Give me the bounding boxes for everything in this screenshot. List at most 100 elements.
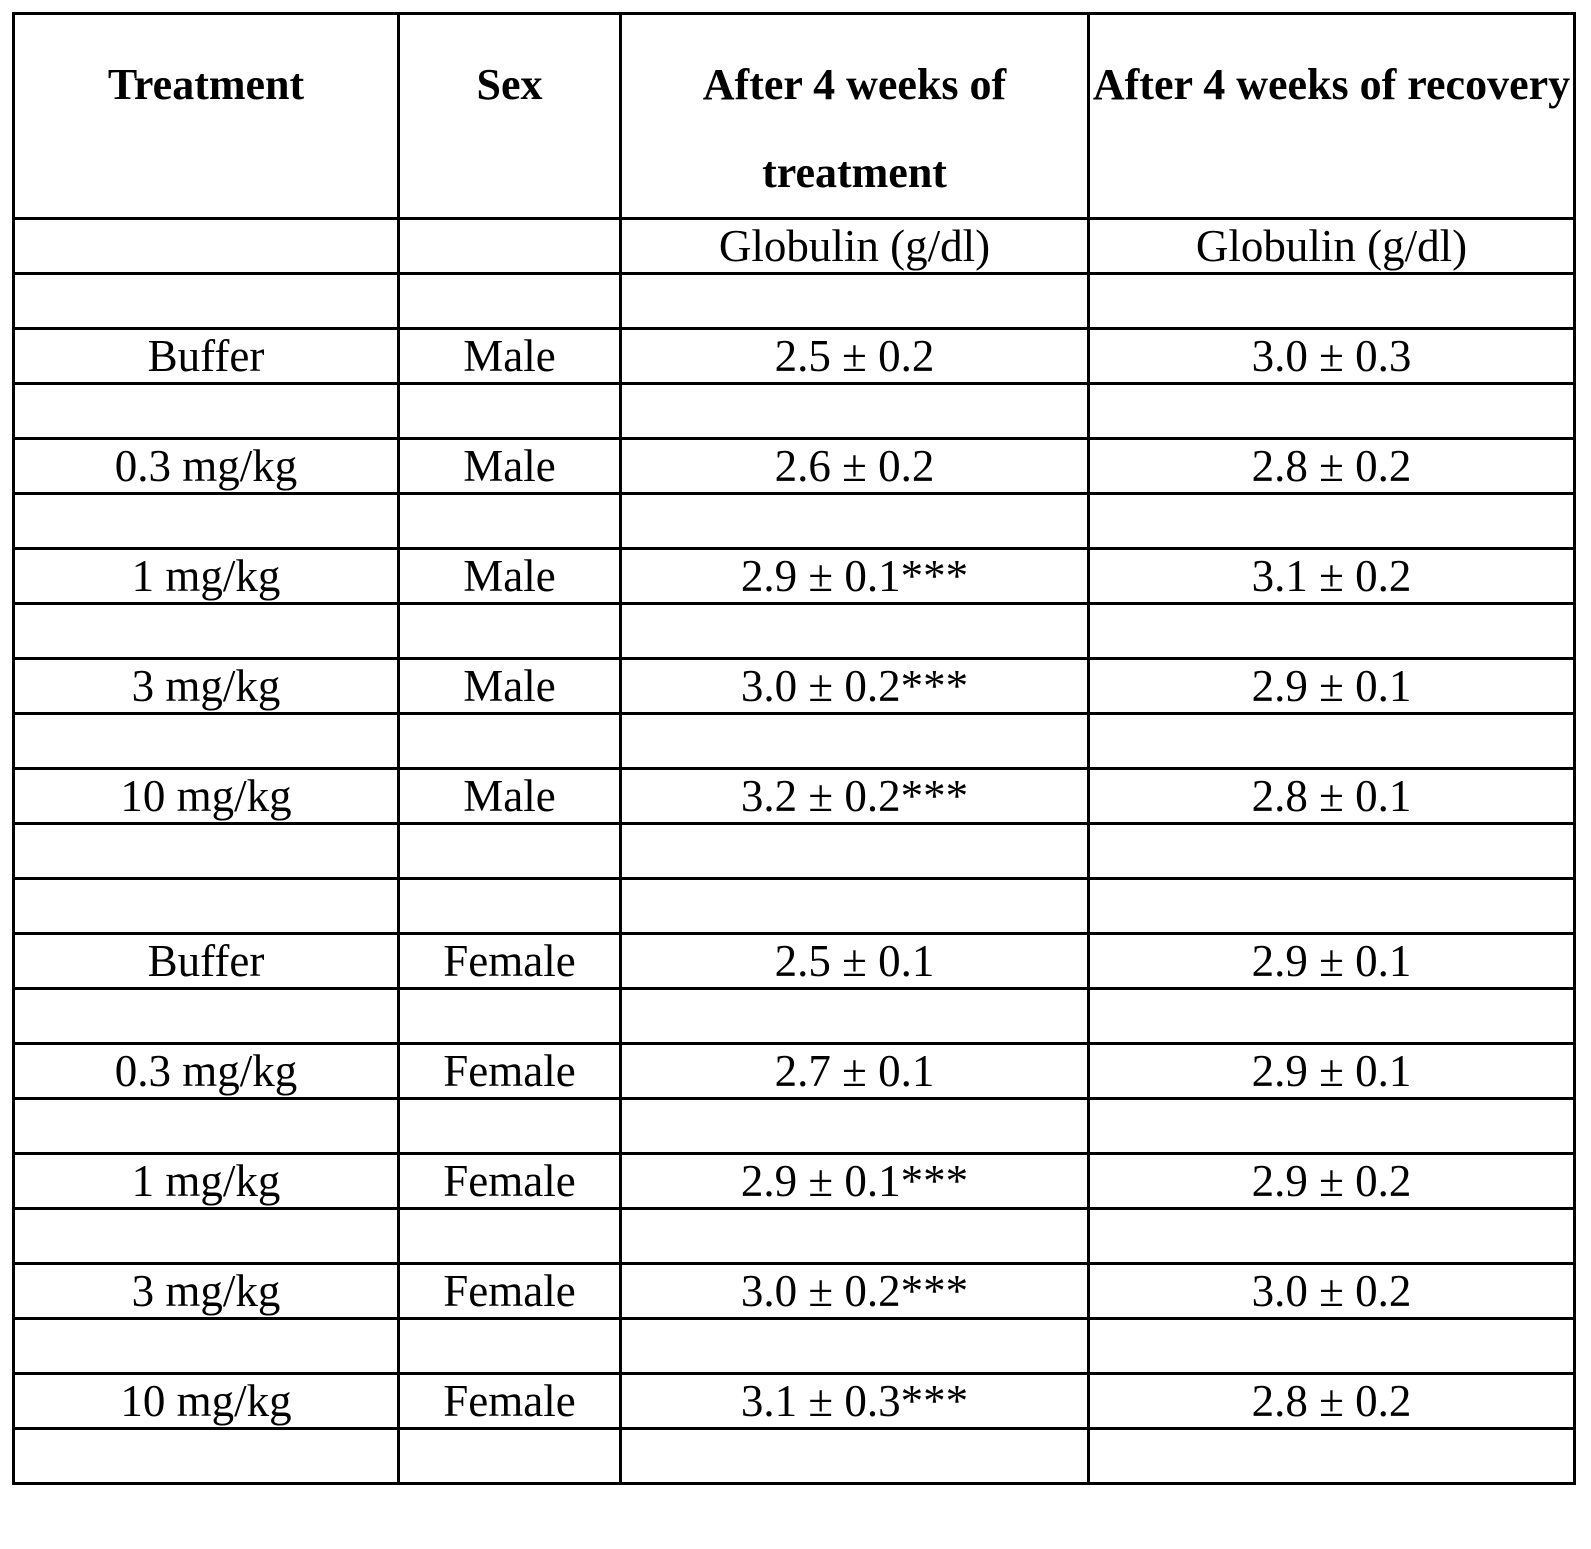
empty-cell — [399, 1429, 621, 1484]
empty-cell — [621, 604, 1089, 659]
empty-cell — [1089, 714, 1575, 769]
sex-cell: Male — [399, 329, 621, 384]
treatment-cell: Buffer — [14, 329, 399, 384]
empty-cell — [399, 1209, 621, 1264]
empty-cell — [14, 1209, 399, 1264]
empty-cell — [1089, 604, 1575, 659]
empty-cell — [621, 824, 1089, 879]
treatment-value-cell: 2.5 ± 0.2 — [621, 329, 1089, 384]
empty-cell — [1089, 1319, 1575, 1374]
spacer-row — [14, 384, 1575, 439]
table-row: BufferFemale2.5 ± 0.12.9 ± 0.1 — [14, 934, 1575, 989]
recovery-value-cell: 2.9 ± 0.1 — [1089, 659, 1575, 714]
spacer-row — [14, 1429, 1575, 1484]
spacer-row — [14, 879, 1575, 934]
treatment-cell: 10 mg/kg — [14, 1374, 399, 1429]
sex-cell: Female — [399, 1154, 621, 1209]
spacer-row — [14, 1209, 1575, 1264]
sex-cell: Female — [399, 1044, 621, 1099]
sex-cell: Male — [399, 659, 621, 714]
spacer-row — [14, 274, 1575, 329]
empty-cell — [14, 1319, 399, 1374]
empty-cell — [621, 1209, 1089, 1264]
empty-cell — [1089, 1209, 1575, 1264]
treatment-value-cell: 2.6 ± 0.2 — [621, 439, 1089, 494]
empty-cell — [399, 824, 621, 879]
empty-cell — [621, 714, 1089, 769]
units-cell: Globulin (g/dl) — [621, 219, 1089, 274]
treatment-value-cell: 3.0 ± 0.2*** — [621, 659, 1089, 714]
empty-cell — [1089, 824, 1575, 879]
sex-cell: Female — [399, 1264, 621, 1319]
units-cell — [14, 219, 399, 274]
empty-cell — [621, 274, 1089, 329]
recovery-value-cell: 2.8 ± 0.2 — [1089, 1374, 1575, 1429]
table-row: BufferMale2.5 ± 0.23.0 ± 0.3 — [14, 329, 1575, 384]
empty-cell — [14, 604, 399, 659]
empty-cell — [621, 1319, 1089, 1374]
treatment-value-cell: 2.7 ± 0.1 — [621, 1044, 1089, 1099]
empty-cell — [399, 384, 621, 439]
sex-cell: Male — [399, 549, 621, 604]
header-sex: Sex — [399, 14, 621, 219]
header-after-treatment: After 4 weeks of treatment — [621, 14, 1089, 219]
spacer-row — [14, 824, 1575, 879]
sex-cell: Male — [399, 769, 621, 824]
empty-cell — [14, 879, 399, 934]
treatment-cell: 0.3 mg/kg — [14, 1044, 399, 1099]
empty-cell — [14, 384, 399, 439]
recovery-value-cell: 3.0 ± 0.2 — [1089, 1264, 1575, 1319]
treatment-value-cell: 2.9 ± 0.1*** — [621, 549, 1089, 604]
spacer-row — [14, 1319, 1575, 1374]
spacer-row — [14, 1099, 1575, 1154]
empty-cell — [14, 824, 399, 879]
empty-cell — [14, 1099, 399, 1154]
empty-cell — [14, 494, 399, 549]
treatment-cell: 0.3 mg/kg — [14, 439, 399, 494]
recovery-value-cell: 2.8 ± 0.1 — [1089, 769, 1575, 824]
treatment-value-cell: 2.5 ± 0.1 — [621, 934, 1089, 989]
empty-cell — [14, 1429, 399, 1484]
header-after-recovery: After 4 weeks of recovery — [1089, 14, 1575, 219]
empty-cell — [621, 1099, 1089, 1154]
spacer-row — [14, 494, 1575, 549]
empty-cell — [621, 989, 1089, 1044]
empty-cell — [621, 1429, 1089, 1484]
recovery-value-cell: 2.9 ± 0.1 — [1089, 1044, 1575, 1099]
empty-cell — [1089, 384, 1575, 439]
empty-cell — [621, 494, 1089, 549]
empty-cell — [621, 879, 1089, 934]
table-row: 0.3 mg/kgMale2.6 ± 0.22.8 ± 0.2 — [14, 439, 1575, 494]
sex-cell: Male — [399, 439, 621, 494]
globulin-table: Treatment Sex After 4 weeks of treatment… — [12, 12, 1576, 1485]
empty-cell — [399, 1099, 621, 1154]
table-row: 0.3 mg/kgFemale2.7 ± 0.12.9 ± 0.1 — [14, 1044, 1575, 1099]
empty-cell — [14, 274, 399, 329]
empty-cell — [14, 714, 399, 769]
sex-cell: Female — [399, 1374, 621, 1429]
empty-cell — [399, 274, 621, 329]
treatment-cell: 1 mg/kg — [14, 549, 399, 604]
spacer-row — [14, 714, 1575, 769]
spacer-row — [14, 989, 1575, 1044]
units-cell: Globulin (g/dl) — [1089, 219, 1575, 274]
treatment-value-cell: 3.0 ± 0.2*** — [621, 1264, 1089, 1319]
empty-cell — [399, 989, 621, 1044]
treatment-cell: 3 mg/kg — [14, 1264, 399, 1319]
recovery-value-cell: 2.9 ± 0.1 — [1089, 934, 1575, 989]
header-treatment: Treatment — [14, 14, 399, 219]
treatment-cell: 10 mg/kg — [14, 769, 399, 824]
recovery-value-cell: 2.9 ± 0.2 — [1089, 1154, 1575, 1209]
empty-cell — [1089, 494, 1575, 549]
empty-cell — [1089, 879, 1575, 934]
empty-cell — [399, 714, 621, 769]
recovery-value-cell: 3.0 ± 0.3 — [1089, 329, 1575, 384]
table-row: 1 mg/kgFemale2.9 ± 0.1***2.9 ± 0.2 — [14, 1154, 1575, 1209]
table-row: 1 mg/kgMale2.9 ± 0.1***3.1 ± 0.2 — [14, 549, 1575, 604]
table-row: 3 mg/kgMale3.0 ± 0.2***2.9 ± 0.1 — [14, 659, 1575, 714]
table-row: 10 mg/kgMale3.2 ± 0.2***2.8 ± 0.1 — [14, 769, 1575, 824]
empty-cell — [1089, 1429, 1575, 1484]
treatment-value-cell: 3.2 ± 0.2*** — [621, 769, 1089, 824]
empty-cell — [1089, 1099, 1575, 1154]
units-row: Globulin (g/dl) Globulin (g/dl) — [14, 219, 1575, 274]
